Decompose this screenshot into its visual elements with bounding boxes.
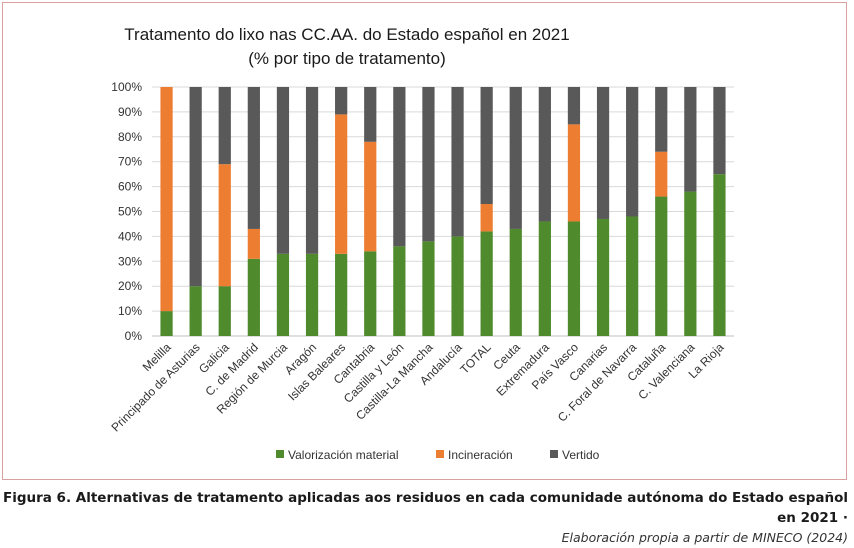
x-tick-label: TOTAL [457,340,494,377]
bar-segment [305,87,319,254]
bar-segment [567,87,581,125]
gridlines [152,86,734,337]
y-tick-label: 40% [118,229,142,243]
bar-segment [393,246,406,336]
bar-segment [538,221,551,336]
legend-label: Incineración [448,448,513,462]
bar-segment [713,87,726,175]
stacked-bar-chart: Tratamento do lixo nas CC.AA. do Estado … [108,25,734,462]
bar-segment [276,253,290,336]
bar-segment [480,204,493,232]
bar-segment [567,221,581,336]
bar-segment [684,87,697,192]
bar-segment [567,124,581,222]
bar-segment [189,87,202,287]
bar-segment [160,87,173,312]
y-axis: 0% 10% 20% 30% 40% 50% 60% 70% 80% 90% 100% [111,80,142,343]
legend-label: Valorización material [288,448,399,462]
y-tick-label: 100% [111,80,142,94]
bar-segment [538,87,551,222]
bar-segment [655,196,668,336]
bar-segment [480,231,493,336]
bar-segment [509,87,522,229]
y-tick-label: 0% [125,329,143,343]
legend-swatch [436,450,444,458]
bar-segment [655,151,668,197]
bar-segment [626,87,639,217]
figure-caption: Figura 6. Alternativas de tratamento apl… [0,488,848,548]
bar-segment [335,253,348,336]
legend-swatch [550,450,558,458]
y-tick-label: 30% [118,254,142,268]
y-tick-label: 90% [118,105,142,119]
bar-segment [451,236,464,336]
y-tick-label: 60% [118,180,142,194]
caption-source: Elaboración propia a partir de MINECO (2… [561,530,848,545]
caption-main: Figura 6. Alternativas de tratamento apl… [2,490,848,526]
bars [160,87,726,336]
y-tick-label: 10% [118,304,142,318]
bar-segment [713,174,726,336]
bar-segment [364,251,377,336]
bar-segment [247,228,260,259]
bar-segment [596,87,610,219]
bar-segment [335,114,348,254]
bar-segment [509,228,522,336]
legend: Valorización material Incineración Vertido [276,448,600,462]
bar-segment [276,87,290,254]
y-tick-label: 20% [118,279,142,293]
bar-segment [451,87,464,237]
bar-segment [189,286,202,336]
bar-segment [364,87,377,142]
bar-segment [626,216,639,336]
bar-segment [218,87,231,165]
bar-segment [596,218,610,336]
bar-segment [364,141,377,252]
bar-segment [422,87,435,242]
bar-segment [247,258,260,336]
bar-segment [335,87,348,115]
bar-segment [160,311,173,336]
bar-segment [684,191,697,336]
bar-segment [218,286,231,336]
chart-subtitle: (% por tipo de tratamento) [248,49,445,68]
legend-swatch [276,450,284,458]
bar-segment [247,87,260,229]
y-tick-label: 70% [118,155,142,169]
legend-label: Vertido [562,448,600,462]
bar-segment [218,164,231,287]
bar-segment [305,253,319,336]
bar-segment [655,87,668,152]
y-tick-label: 50% [118,205,142,219]
y-tick-label: 80% [118,130,142,144]
chart-frame [2,2,847,480]
bar-segment [480,87,493,205]
chart-title: Tratamento do lixo nas CC.AA. do Estado … [124,25,569,44]
bar-segment [422,241,435,336]
bar-segment [393,87,406,247]
